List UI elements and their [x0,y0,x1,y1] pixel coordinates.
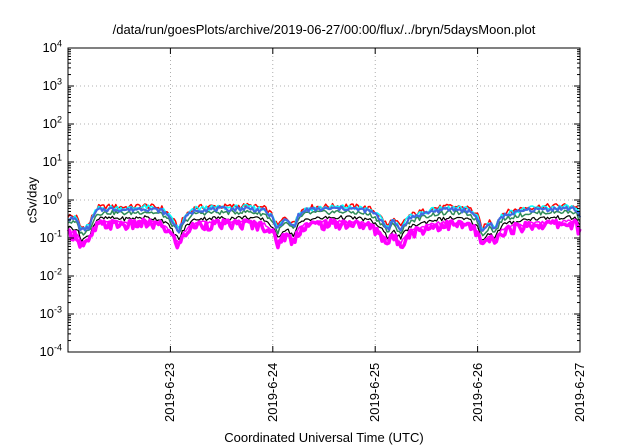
plot-area [66,202,582,250]
axis-ticks [68,47,581,353]
y-tick-base: 10 [42,78,57,93]
y-tick-label: 101 [42,152,62,169]
x-tick-label: 2019-6-27 [572,362,587,422]
y-tick-base: 10 [39,306,54,321]
y-tick-label: 104 [42,38,62,55]
x-tick-label: 2019-6-24 [264,362,280,422]
y-tick-exponent: -4 [53,342,62,353]
grid-lines [68,48,580,352]
y-tick-base: 10 [39,230,54,245]
y-tick-base: 10 [39,268,54,283]
x-tick-label: 2019-6-23 [162,362,178,422]
y-tick-exponent: 1 [56,152,62,163]
y-tick-exponent: -2 [53,266,62,277]
y-tick-label: 100 [42,190,62,207]
y-tick-exponent: 3 [56,76,62,87]
series-line [67,215,581,243]
y-axis-label: cSv/day [24,176,40,224]
y-tick-label: 102 [42,114,62,131]
x-tick-label: 2019-6-25 [367,362,383,422]
y-tick-exponent: 4 [56,38,62,49]
y-tick-base: 10 [42,154,57,169]
y-tick-label: 10-2 [39,266,62,283]
y-tick-base: 10 [42,192,57,207]
y-tick-base: 10 [42,40,57,55]
y-tick-label: 10-1 [39,228,62,245]
x-tick-label: 2019-6-26 [469,362,485,422]
x-axis-label: Coordinated Universal Time (UTC) [224,430,424,445]
y-tick-label: 10-4 [39,342,62,359]
y-tick-exponent: 2 [56,114,62,125]
series-line [66,217,582,250]
y-tick-base: 10 [42,116,57,131]
y-tick-exponent: -3 [53,304,62,315]
chart-title: /data/run/goesPlots/archive/2019-06-27/0… [112,22,536,37]
y-tick-label: 10-3 [39,304,62,321]
series-line [67,205,582,234]
y-tick-label: 103 [42,76,62,93]
y-tick-exponent: -1 [53,228,62,239]
series-line [67,209,581,237]
y-tick-base: 10 [39,344,54,359]
y-tick-exponent: 0 [56,190,62,201]
